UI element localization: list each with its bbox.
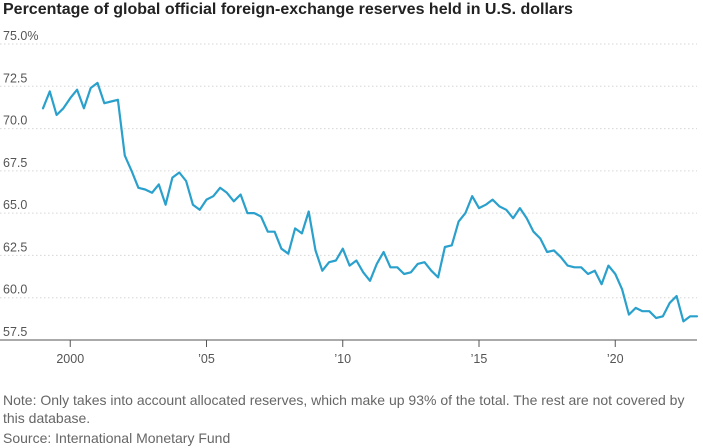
footnote: Note: Only takes into account allocated …	[3, 392, 685, 426]
x-tick-label: ’15	[471, 352, 488, 366]
x-tick-label: ’20	[607, 352, 624, 366]
y-tick-label: 70.0	[3, 114, 27, 128]
y-tick-label: 62.5	[3, 240, 27, 254]
x-tick-label: 2000	[56, 352, 84, 366]
y-tick-label: 67.5	[3, 156, 27, 170]
y-tick-label: 60.0	[3, 283, 27, 297]
y-tick-label: 57.5	[3, 325, 27, 339]
chart-title: Percentage of global official foreign-ex…	[3, 1, 573, 18]
source-credit: Source: International Monetary Fund	[3, 430, 231, 446]
x-axis: 2000 ’05 ’10 ’15 ’20	[56, 340, 624, 366]
y-tick-label: 65.0	[3, 198, 27, 212]
series-line	[41, 81, 699, 323]
line-chart: 57.5 60.0 62.5 65.0 67.5 70.0 72.5 75.0% 2000 ’0…	[0, 30, 699, 366]
x-tick-label: ’10	[334, 352, 351, 366]
x-tick-label: ’05	[198, 352, 215, 366]
y-tick-label: 72.5	[3, 71, 27, 85]
gridlines	[0, 43, 697, 341]
y-tick-label: 75.0%	[3, 30, 38, 43]
series-layer	[41, 81, 699, 323]
y-axis: 57.5 60.0 62.5 65.0 67.5 70.0 72.5 75.0%	[3, 30, 38, 339]
